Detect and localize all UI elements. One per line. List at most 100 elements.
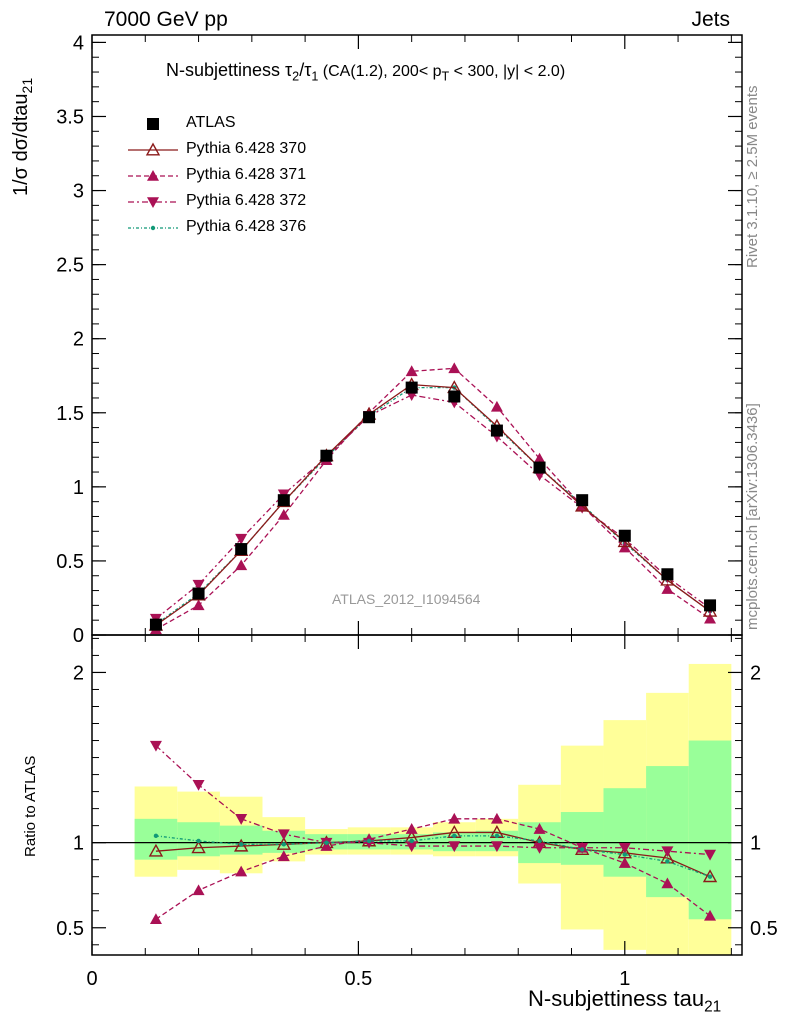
main-data-point — [533, 452, 546, 464]
main-data-point — [192, 579, 205, 591]
ratio-data-point — [235, 865, 248, 877]
ratio-data-point — [533, 842, 546, 854]
ratio-series-line — [155, 818, 711, 920]
ratio-series-line — [155, 745, 711, 856]
ratio-data-point — [494, 833, 500, 839]
main-y-tick-label: 1 — [73, 477, 84, 499]
main-data-point — [618, 529, 631, 542]
main-data-point — [149, 618, 162, 631]
main-y-tick-label: 2.5 — [56, 255, 84, 277]
main-data-point — [704, 599, 717, 612]
main-data-point — [661, 568, 674, 581]
x-axis-label-sub: 21 — [704, 998, 722, 1016]
legend-label-370: Pythia 6.428 370 — [186, 140, 307, 157]
main-series-line — [155, 383, 711, 626]
x-tick-label: 1 — [619, 968, 630, 990]
y-axis-label: 1/σ dσ/dtau21 — [10, 78, 35, 196]
main-y-tick-label: 3 — [73, 181, 84, 203]
ratio-data-point — [196, 838, 201, 844]
ratio-data-point — [233, 838, 249, 852]
ratio-data-point — [192, 779, 205, 791]
main-data-point — [235, 543, 248, 556]
legend-marker — [150, 225, 156, 231]
main-series-line — [155, 394, 711, 620]
ratio-band-inner-bin — [134, 818, 178, 860]
main-series-line — [155, 386, 711, 625]
ratio-data-point — [277, 829, 290, 841]
main-data-point — [363, 411, 376, 424]
main-y-tick-label: 0 — [73, 625, 84, 647]
main-data-point — [235, 533, 248, 545]
ratio-data-point — [490, 812, 503, 824]
y-axis-label-sub: 21 — [19, 77, 35, 94]
legend-label-376: Pythia 6.428 376 — [186, 218, 307, 235]
y-axis-label-text: 1/σ dσ/dtau — [10, 93, 32, 196]
ratio-y-tick-label: 1 — [73, 833, 84, 855]
ratio-data-point — [490, 841, 503, 853]
main-data-point — [490, 424, 503, 437]
ratio-data-point — [618, 842, 631, 854]
ratio-data-point — [192, 884, 205, 896]
main-data-point — [448, 362, 461, 374]
ratio-data-point — [149, 913, 162, 925]
ratio-y-tick-label: 2 — [73, 662, 84, 684]
plot-title: N-subjettiness τ2/τ1 (CA(1.2), 200< pT <… — [166, 60, 565, 84]
main-data-point — [490, 400, 503, 412]
main-data-point — [533, 461, 546, 474]
plot-title-cut-sub: T — [441, 69, 450, 84]
legend-marker — [147, 118, 159, 130]
ratio-data-point — [235, 814, 248, 825]
legend-marker — [145, 142, 161, 156]
legend-label-371: Pythia 6.428 371 — [186, 166, 307, 183]
x-tick-label: 0 — [86, 968, 97, 990]
ratio-data-point — [704, 849, 717, 861]
ratio-data-point — [661, 877, 674, 889]
ratio-data-point — [533, 823, 546, 834]
plot-title-slash: /τ — [299, 60, 312, 80]
main-data-point — [277, 494, 290, 507]
ratio-data-point — [622, 852, 627, 857]
ratio-data-point — [537, 838, 542, 844]
legend-label-atlas: ATLAS — [186, 114, 236, 131]
main-data-point — [320, 449, 333, 462]
ratio-data-point — [704, 909, 717, 921]
ratio-data-point — [405, 841, 418, 853]
main-data-point — [405, 381, 418, 394]
plot-title-main: N-subjettiness τ — [166, 60, 293, 80]
ratio-y-tick-label: 0.5 — [56, 918, 84, 940]
ratio-data-point — [149, 740, 162, 752]
plot-title-sub-a: 2 — [292, 69, 300, 84]
main-y-tick-label: 4 — [73, 32, 84, 54]
ratio-data-point — [579, 847, 585, 852]
analysis-watermark: ATLAS_2012_I1094564 — [332, 591, 481, 607]
x-axis-label: N-subjettiness tau21 — [528, 986, 721, 1016]
ratio-y-tick-label-right: 0.5 — [750, 918, 778, 940]
main-data-point — [448, 390, 461, 403]
main-series-line — [155, 367, 711, 630]
main-data-point — [405, 365, 418, 377]
ratio-data-point — [448, 841, 461, 853]
ratio-data-point — [665, 859, 670, 864]
ratio-data-point — [448, 812, 461, 824]
ratio-data-point — [148, 843, 164, 857]
ratio-y-tick-label-right: 2 — [750, 662, 761, 684]
ratio-band-inner-bin — [560, 812, 604, 865]
ratio-data-point — [277, 850, 290, 862]
plot-title-cut-a: (CA(1.2), 200< p — [318, 63, 442, 80]
plot-title-cut-b: < 300, |y| < 2.0) — [449, 63, 566, 80]
ratio-data-point — [452, 833, 457, 839]
main-data-point — [661, 583, 674, 594]
ratio-panel-frame — [91, 634, 743, 956]
main-y-tick-label: 1.5 — [56, 403, 84, 425]
legend-label-372: Pythia 6.428 372 — [186, 192, 307, 209]
main-data-point — [277, 509, 290, 520]
header-right-label: Jets — [691, 8, 730, 31]
ratio-data-point — [281, 842, 287, 847]
ratio-data-point — [153, 833, 159, 839]
ratio-data-point — [618, 857, 631, 868]
ratio-axis-label: Ratio to ATLAS — [22, 755, 39, 857]
ratio-data-point — [238, 842, 244, 847]
main-data-point — [704, 612, 717, 624]
main-y-tick-label: 3.5 — [56, 106, 84, 128]
ratio-data-point — [702, 869, 718, 883]
